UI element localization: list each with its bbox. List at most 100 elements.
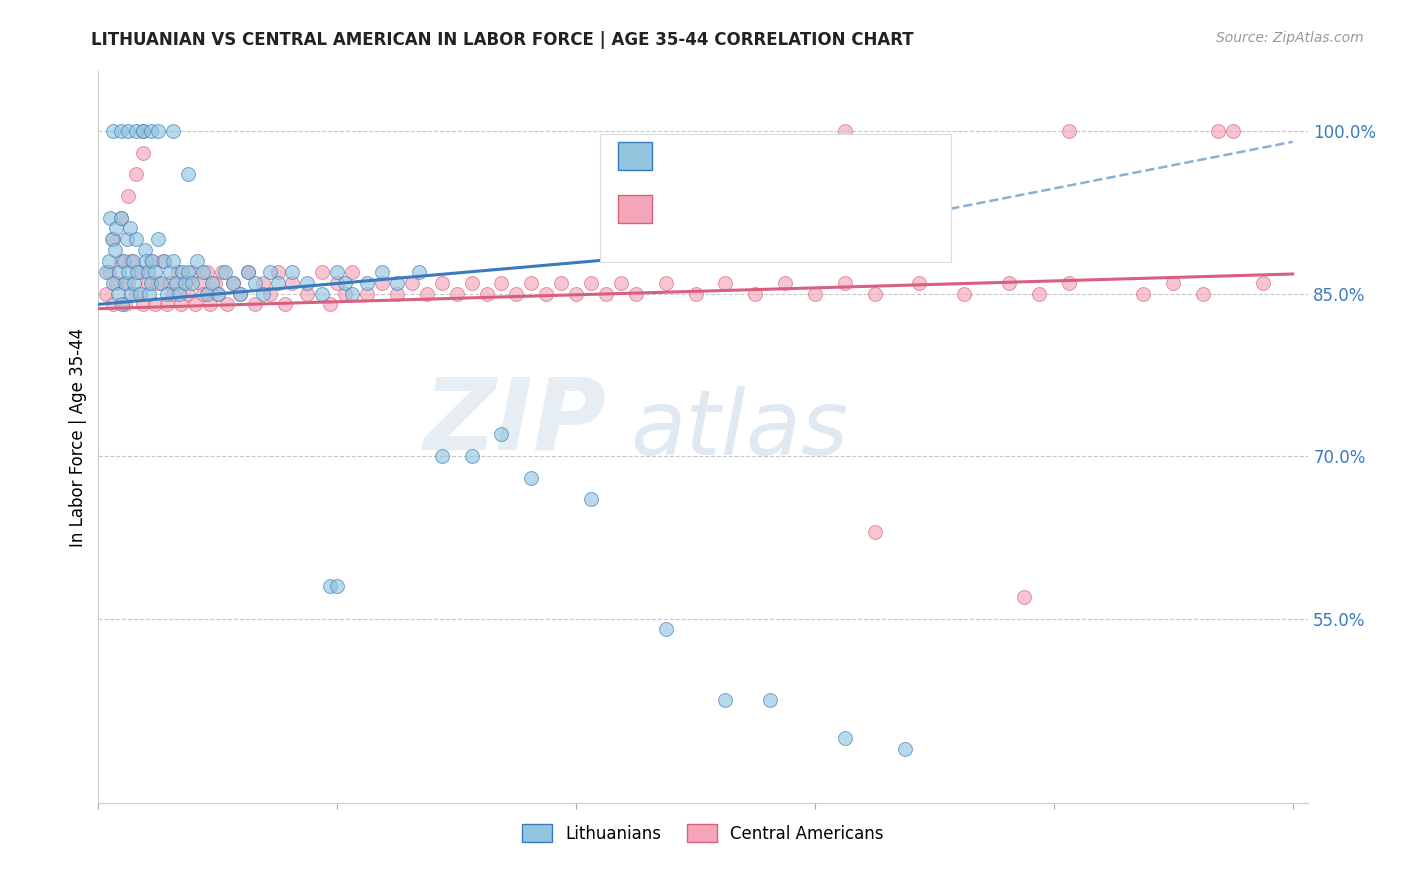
Text: N = 86: N = 86	[776, 146, 845, 164]
Text: R = 0.094: R = 0.094	[673, 146, 765, 164]
Point	[1132, 286, 1154, 301]
Point	[401, 276, 423, 290]
Point	[115, 232, 138, 246]
Point	[132, 145, 155, 160]
Point	[804, 286, 827, 301]
Point	[222, 276, 245, 290]
Point	[550, 276, 572, 290]
Point	[297, 286, 319, 301]
Point	[229, 286, 252, 301]
Point	[159, 276, 181, 290]
Point	[236, 265, 259, 279]
Point	[156, 297, 179, 311]
Point	[319, 579, 342, 593]
Point	[1057, 276, 1080, 290]
Point	[125, 167, 148, 181]
Point	[129, 265, 152, 279]
Point	[181, 265, 204, 279]
Point	[94, 265, 117, 279]
Point	[143, 297, 166, 311]
Point	[110, 254, 132, 268]
Point	[685, 286, 707, 301]
Point	[1028, 286, 1050, 301]
Point	[94, 286, 117, 301]
Point	[1161, 276, 1184, 290]
Point	[167, 286, 190, 301]
Point	[177, 265, 200, 279]
Point	[579, 492, 602, 507]
Point	[104, 243, 127, 257]
Point	[136, 276, 159, 290]
Point	[834, 276, 856, 290]
Point	[211, 265, 233, 279]
Point	[215, 297, 238, 311]
Point	[311, 265, 333, 279]
Point	[103, 276, 125, 290]
Point	[416, 286, 439, 301]
Point	[150, 276, 173, 290]
Text: Source: ZipAtlas.com: Source: ZipAtlas.com	[1216, 31, 1364, 45]
Point	[1222, 124, 1244, 138]
Point	[1206, 124, 1229, 138]
Point	[184, 297, 207, 311]
Point	[385, 286, 408, 301]
Point	[565, 286, 588, 301]
Point	[191, 265, 214, 279]
Point	[159, 265, 181, 279]
Point	[579, 276, 602, 290]
Point	[385, 276, 408, 290]
Point	[371, 265, 394, 279]
Point	[191, 286, 214, 301]
Point	[505, 286, 527, 301]
Point	[125, 286, 148, 301]
Point	[773, 276, 796, 290]
Point	[654, 276, 676, 290]
Point	[162, 286, 184, 301]
Point	[430, 276, 453, 290]
Point	[408, 265, 430, 279]
Point	[166, 265, 188, 279]
Point	[1057, 124, 1080, 138]
Point	[252, 276, 274, 290]
Point	[744, 286, 766, 301]
Point	[105, 276, 128, 290]
Point	[1012, 590, 1035, 604]
Point	[446, 286, 468, 301]
Point	[146, 124, 169, 138]
Point	[162, 254, 184, 268]
Point	[118, 221, 141, 235]
Text: LITHUANIAN VS CENTRAL AMERICAN IN LABOR FORCE | AGE 35-44 CORRELATION CHART: LITHUANIAN VS CENTRAL AMERICAN IN LABOR …	[91, 31, 914, 49]
Point	[165, 276, 187, 290]
Point	[1192, 286, 1215, 301]
Point	[274, 297, 297, 311]
Point	[610, 276, 633, 290]
Point	[834, 731, 856, 745]
Point	[132, 124, 155, 138]
Point	[120, 286, 142, 301]
Point	[117, 124, 139, 138]
Point	[177, 167, 200, 181]
Point	[138, 286, 160, 301]
Point	[475, 286, 498, 301]
Point	[281, 265, 304, 279]
Point	[135, 254, 157, 268]
Point	[908, 276, 931, 290]
Point	[356, 276, 378, 290]
Point	[953, 286, 976, 301]
Point	[311, 286, 333, 301]
Point	[101, 232, 124, 246]
Point	[129, 286, 152, 301]
Point	[98, 211, 121, 225]
Point	[714, 276, 737, 290]
Point	[297, 276, 319, 290]
Point	[120, 254, 142, 268]
Point	[259, 265, 281, 279]
Point	[460, 276, 482, 290]
Point	[139, 276, 162, 290]
Point	[139, 254, 162, 268]
Point	[326, 265, 349, 279]
Point	[125, 124, 148, 138]
Point	[103, 232, 125, 246]
Point	[340, 265, 363, 279]
Point	[520, 471, 543, 485]
